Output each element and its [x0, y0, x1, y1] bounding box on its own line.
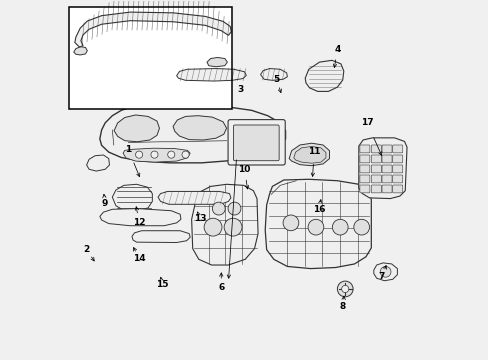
Text: 12: 12: [133, 218, 145, 227]
Ellipse shape: [380, 266, 390, 277]
Polygon shape: [293, 147, 325, 163]
Polygon shape: [100, 103, 285, 163]
FancyBboxPatch shape: [392, 185, 402, 193]
FancyBboxPatch shape: [381, 155, 391, 163]
Polygon shape: [288, 143, 329, 166]
Text: 6: 6: [218, 283, 224, 292]
Text: 4: 4: [333, 45, 340, 54]
Text: 8: 8: [339, 302, 345, 311]
Polygon shape: [176, 68, 246, 81]
FancyBboxPatch shape: [381, 145, 391, 153]
Ellipse shape: [353, 219, 369, 235]
Ellipse shape: [337, 281, 352, 297]
Text: 16: 16: [313, 205, 325, 214]
FancyBboxPatch shape: [392, 145, 402, 153]
Ellipse shape: [283, 215, 298, 231]
FancyBboxPatch shape: [359, 185, 369, 193]
Text: 13: 13: [193, 214, 205, 223]
Bar: [69, 7, 231, 109]
FancyBboxPatch shape: [381, 175, 391, 183]
Text: 10: 10: [238, 165, 250, 174]
FancyBboxPatch shape: [370, 145, 381, 153]
FancyBboxPatch shape: [359, 175, 369, 183]
Ellipse shape: [135, 151, 142, 158]
Text: 15: 15: [156, 280, 168, 289]
FancyBboxPatch shape: [381, 185, 391, 193]
FancyBboxPatch shape: [392, 175, 402, 183]
Ellipse shape: [224, 218, 242, 236]
FancyBboxPatch shape: [370, 165, 381, 173]
FancyBboxPatch shape: [370, 175, 381, 183]
FancyBboxPatch shape: [359, 165, 369, 173]
Polygon shape: [132, 231, 190, 243]
Text: 5: 5: [273, 75, 279, 84]
Polygon shape: [114, 115, 159, 142]
Polygon shape: [100, 208, 181, 226]
Ellipse shape: [212, 202, 225, 215]
FancyBboxPatch shape: [227, 120, 285, 165]
Polygon shape: [158, 192, 230, 204]
Polygon shape: [358, 138, 406, 199]
Polygon shape: [305, 60, 343, 91]
FancyBboxPatch shape: [233, 125, 279, 161]
Polygon shape: [123, 148, 190, 162]
Text: 7: 7: [378, 272, 385, 281]
Ellipse shape: [332, 219, 347, 235]
Polygon shape: [75, 12, 231, 47]
Ellipse shape: [227, 202, 241, 215]
Ellipse shape: [182, 151, 189, 158]
FancyBboxPatch shape: [392, 155, 402, 163]
Polygon shape: [191, 184, 258, 265]
FancyBboxPatch shape: [370, 185, 381, 193]
Text: 11: 11: [307, 147, 320, 156]
Text: 2: 2: [83, 245, 90, 254]
FancyBboxPatch shape: [381, 165, 391, 173]
Text: 9: 9: [102, 199, 108, 208]
Text: 1: 1: [125, 145, 131, 154]
Polygon shape: [260, 68, 287, 80]
Polygon shape: [86, 155, 109, 171]
FancyBboxPatch shape: [359, 155, 369, 163]
Polygon shape: [373, 263, 397, 281]
Ellipse shape: [341, 285, 348, 293]
Ellipse shape: [203, 218, 222, 236]
Polygon shape: [173, 116, 226, 140]
Text: 14: 14: [133, 254, 145, 263]
Polygon shape: [112, 184, 152, 211]
Bar: [69, 7, 231, 109]
Ellipse shape: [167, 151, 175, 158]
FancyBboxPatch shape: [359, 145, 369, 153]
FancyBboxPatch shape: [392, 165, 402, 173]
Text: 3: 3: [237, 85, 244, 94]
Ellipse shape: [151, 151, 158, 158]
Ellipse shape: [307, 219, 323, 235]
FancyBboxPatch shape: [370, 155, 381, 163]
Polygon shape: [206, 58, 227, 67]
Polygon shape: [74, 47, 87, 55]
Polygon shape: [264, 179, 370, 269]
Text: 17: 17: [360, 118, 372, 127]
